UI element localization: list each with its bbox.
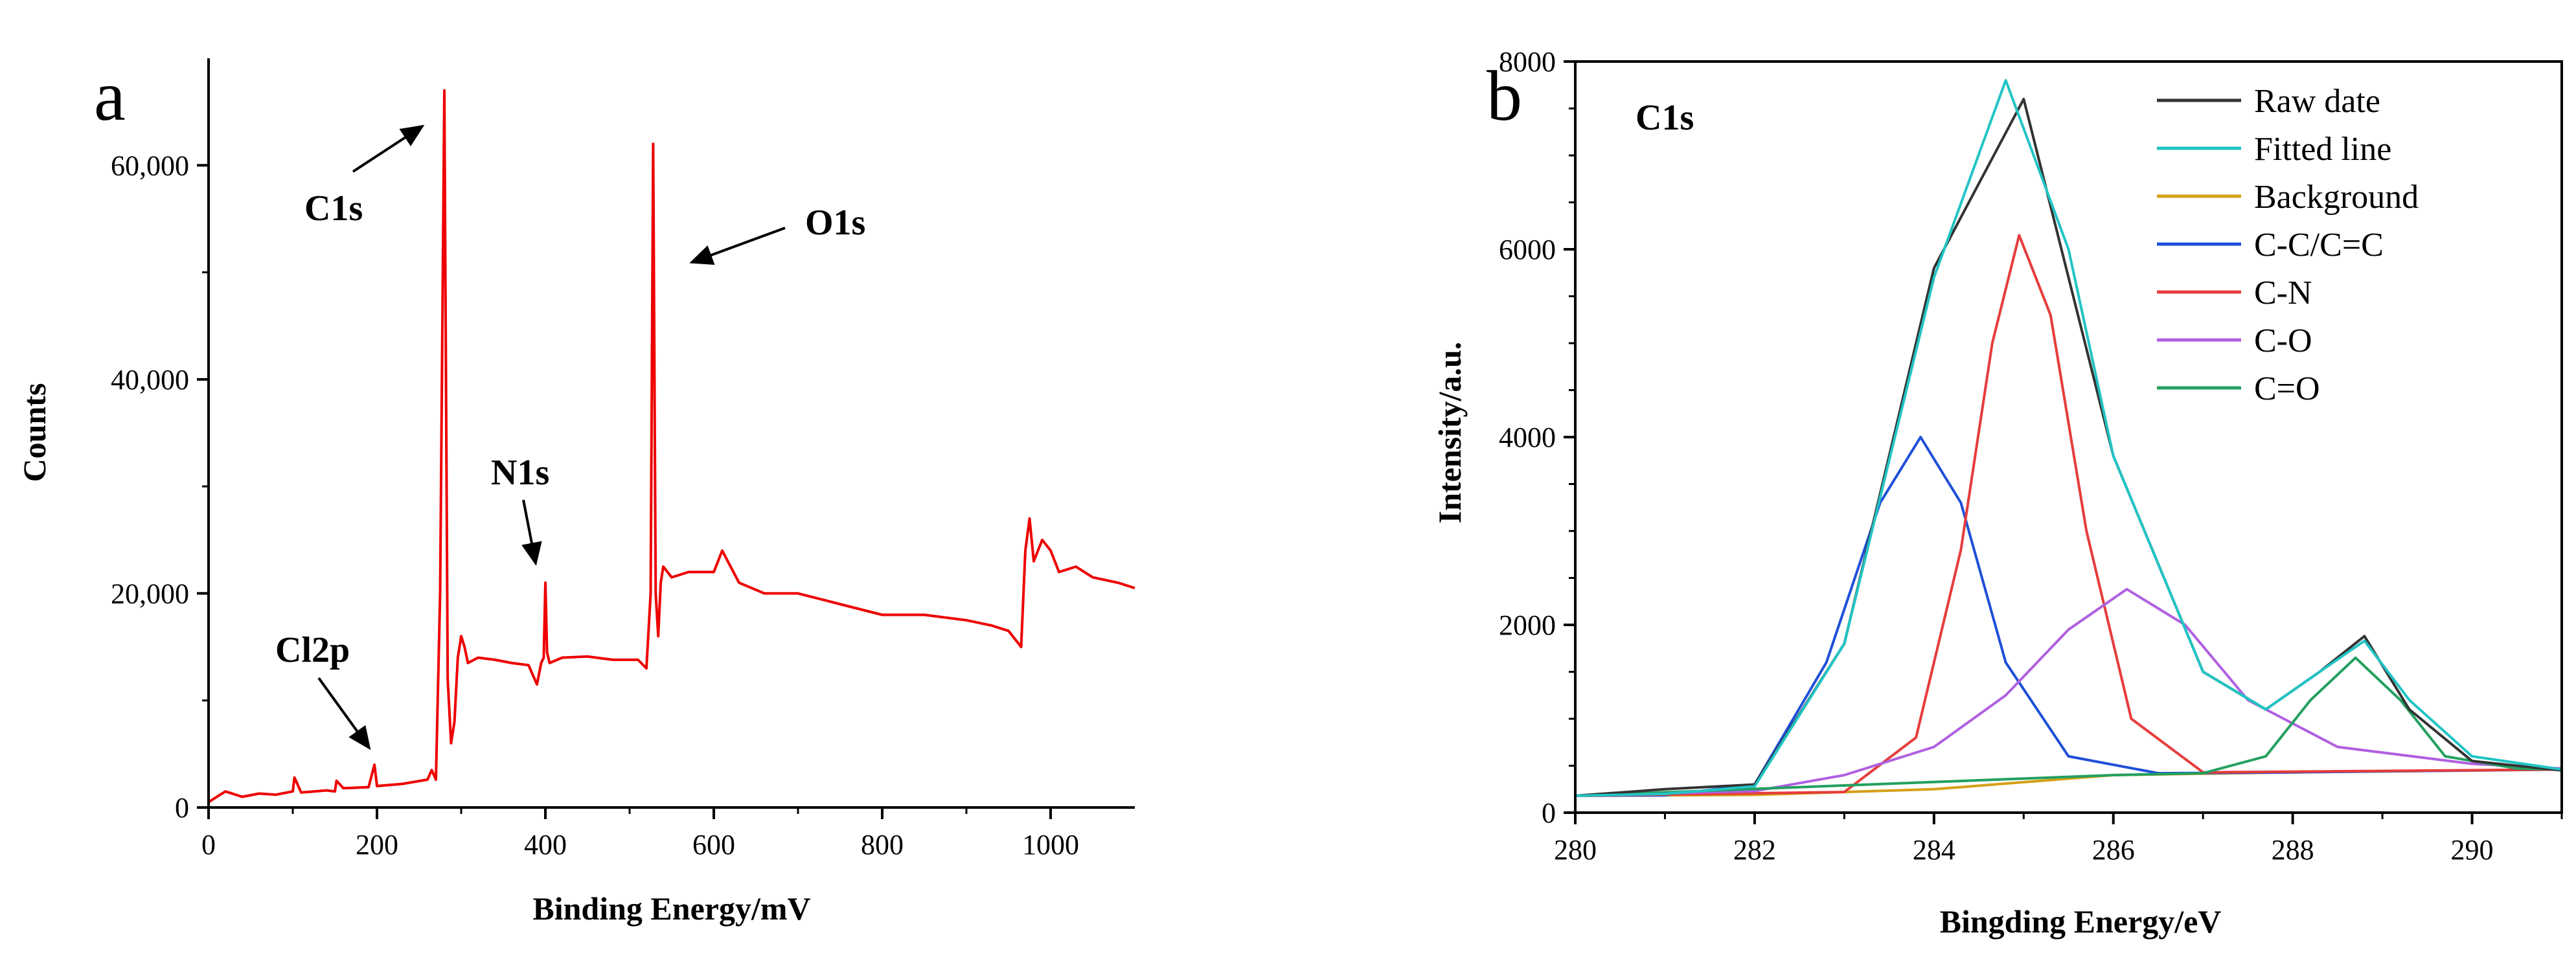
panel-b-y-tick-label: 6000: [1499, 234, 1556, 265]
panel-a-y-tick-label: 40,000: [111, 364, 189, 396]
panel-a-x-tick-label: 0: [201, 829, 216, 861]
panel-b-plot-area: [1575, 79, 2562, 797]
panel-b-letter: b: [1487, 56, 1522, 135]
annotation-cl2p-label: Cl2p: [275, 630, 350, 670]
legend-label-c-c-c-c: C-C/C=C: [2254, 227, 2384, 264]
panel-b-series-c-c-c-c: [1575, 436, 2562, 797]
panel-b-y-tick-label: 8000: [1499, 46, 1556, 78]
panel-b-series-c-n: [1575, 234, 2562, 797]
legend-label-c-o: C=O: [2254, 370, 2320, 407]
panel-b-title: C1s: [1636, 98, 1694, 138]
panel-b-ticks: 280 282 284 286 288 290 0 2000 4000 6000 8000: [1499, 46, 2563, 866]
panel-b-frame: [1574, 60, 2563, 814]
panel-a-y-tick-label: 60,000: [111, 150, 189, 181]
legend-label-fitted-line: Fitted line: [2254, 131, 2391, 168]
panel-b-legend: Raw date Fitted line Background C-C/C=C C-N C…: [2157, 83, 2419, 407]
panel-b-x-tick-label: 282: [1733, 834, 1776, 866]
panel-a-ticks: 0 200 400 600 800 1000 0 20,000 40,000 60,000: [111, 150, 1079, 861]
panel-b-y-tick-label: 2000: [1499, 609, 1556, 641]
panel-b-series-c-o: [1575, 656, 2562, 797]
panel-a-x-tick-label: 800: [861, 829, 904, 861]
panel-a-x-tick-label: 1000: [1022, 829, 1079, 861]
legend-label-raw-date: Raw date: [2254, 83, 2380, 120]
panel-b: b 280 282 284 286 288 290 0 2000 4000 6000 8000 C1…: [1431, 46, 2563, 940]
annotation-cl2p-arrow: [317, 677, 371, 750]
legend-label-background: Background: [2254, 179, 2419, 216]
panel-b-x-tick-label: 280: [1554, 834, 1597, 866]
panel-a-y-tick-label: 0: [175, 792, 189, 824]
panel-b-y-axis-title: Intensity/a.u.: [1431, 342, 1468, 524]
panel-b-x-tick-label: 286: [2092, 834, 2135, 866]
annotation-n1s: N1s: [491, 453, 549, 566]
annotation-c1s-arrow: [352, 124, 425, 173]
panel-a-letter: a: [94, 56, 126, 135]
panel-b-x-tick-label: 290: [2451, 834, 2494, 866]
panel-b-y-tick-label: 0: [1542, 797, 1556, 829]
panel-b-x-tick-label: 288: [2272, 834, 2314, 866]
panel-a-y-axis-title: Counts: [16, 383, 52, 482]
legend-label-c-n: C-N: [2254, 275, 2312, 311]
annotation-cl2p: Cl2p: [275, 630, 371, 750]
annotation-o1s-label: O1s: [805, 203, 865, 243]
annotation-n1s-arrow: [521, 499, 542, 566]
annotation-c1s-label: C1s: [304, 188, 363, 229]
panel-b-x-tick-label: 284: [1913, 834, 1955, 866]
panel-a-series-line: [207, 89, 1135, 804]
panel-b-series-c-o: [1575, 587, 2562, 797]
annotation-o1s: O1s: [689, 203, 865, 265]
panel-b-x-axis-title: Bingding Energy/eV: [1940, 903, 2222, 940]
panel-b-y-tick-label: 4000: [1499, 422, 1556, 453]
panel-a-x-tick-label: 600: [692, 829, 735, 861]
panel-a-x-tick-label: 400: [524, 829, 567, 861]
panel-a-plot-area: [207, 89, 1135, 804]
annotation-o1s-arrow: [689, 227, 786, 265]
panel-a-x-tick-label: 200: [356, 829, 398, 861]
annotation-n1s-label: N1s: [491, 453, 549, 493]
legend-label-c-o: C-O: [2254, 322, 2312, 359]
panel-b-series-fitted-line: [1575, 79, 2562, 797]
panel-a: a 0 200 400 600 800 1000 0 20,000 40,000 60,000 B…: [16, 56, 1135, 927]
annotation-c1s: C1s: [304, 124, 425, 229]
panel-a-y-tick-label: 20,000: [111, 578, 189, 609]
panel-a-x-axis-title: Binding Energy/mV: [532, 890, 810, 927]
